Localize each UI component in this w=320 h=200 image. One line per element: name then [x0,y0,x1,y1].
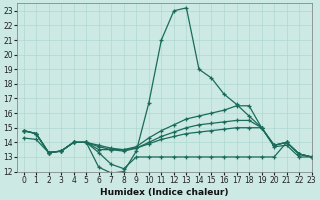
X-axis label: Humidex (Indice chaleur): Humidex (Indice chaleur) [100,188,229,197]
